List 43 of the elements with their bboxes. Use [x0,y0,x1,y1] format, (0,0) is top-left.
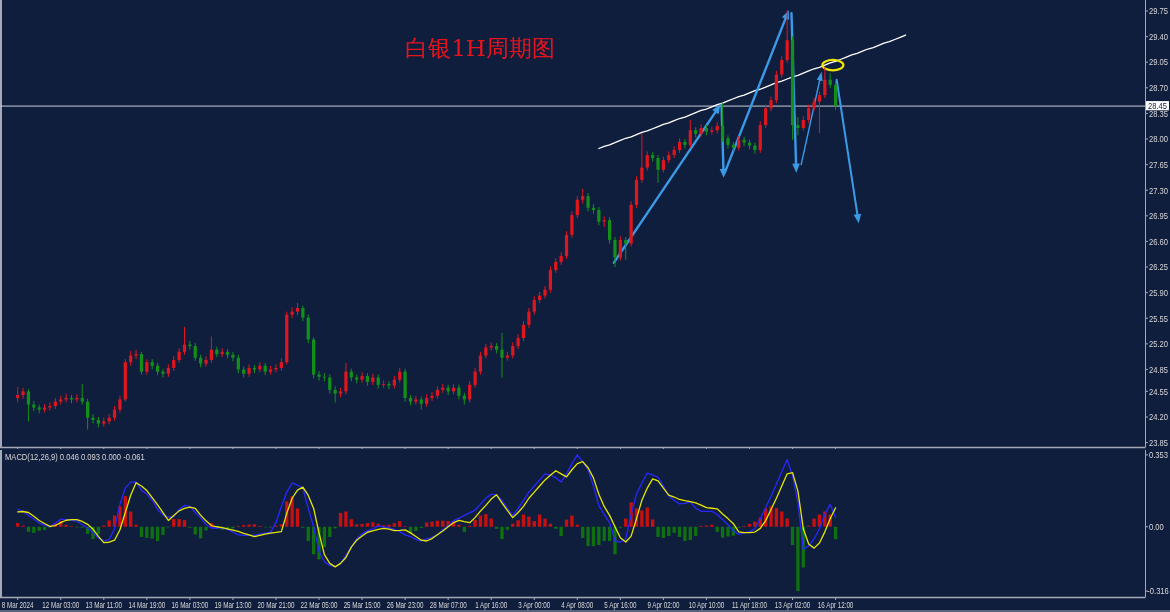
y-tick-label: 24.20 [1149,411,1169,423]
x-tick-label: 5 Apr 16:00 [604,599,637,611]
y-tick-label: 27.30 [1149,184,1169,196]
y-tick-label: 25.20 [1149,338,1169,350]
x-tick-label: 8 Mar 2024 [1,599,34,611]
y-tick-label: 28.70 [1149,82,1169,94]
y-tick-label: 23.85 [1149,437,1169,449]
y-tick-label: 24.55 [1149,385,1169,397]
x-tick-label: 12 Mar 03:00 [42,599,80,611]
y-tick-label: 26.60 [1149,235,1169,247]
x-tick-label: 11 Apr 18:00 [731,599,768,611]
y-tick-label: 24.85 [1149,363,1169,375]
y-tick-label: 29.40 [1149,31,1169,43]
x-tick-label: 14 Mar 19:00 [128,599,166,611]
x-tick-label: 13 Apr 02:00 [774,599,811,611]
y-tick-label: 25.90 [1149,287,1169,299]
x-tick-label: 22 Mar 05:00 [300,599,338,611]
x-tick-label: 16 Apr 12:00 [817,599,854,611]
x-tick-label: 19 Mar 13:00 [214,599,252,611]
y-tick-label: 27.65 [1149,159,1169,171]
y-tick-label: 25.55 [1149,312,1169,324]
ref-line-label: 28.45 [1148,100,1168,112]
x-tick-label: 16 Mar 03:00 [171,599,209,611]
x-tick-label: 3 Apr 00:00 [518,599,551,611]
x-tick-label: 20 Mar 21:00 [257,599,295,611]
y-tick-label: 26.95 [1149,210,1169,222]
chart-title: MACD(12,26,9) 0.046 0.093 0.000 -0.061 [5,451,145,463]
x-tick-label: 10 Apr 10:00 [688,599,725,611]
y-tick-label: 0.353 [1149,449,1169,461]
x-tick-label: 9 Apr 02:00 [647,599,680,611]
y-tick-label: -0.316 [1147,585,1169,597]
x-tick-label: 28 Mar 07:00 [429,599,468,611]
y-tick-label: 29.75 [1149,5,1169,17]
x-tick-label: 25 Mar 15:00 [343,599,381,611]
y-tick-label: 29.05 [1149,56,1169,68]
y-tick-label: 26.25 [1149,261,1169,273]
x-tick-label: 1 Apr 16:00 [475,599,508,611]
y-tick-label: 0.00 [1149,521,1164,533]
x-tick-label: 26 Mar 23:00 [386,599,424,611]
y-tick-label: 28.00 [1149,133,1169,145]
x-tick-label: 13 Mar 11:00 [85,599,123,611]
text: 白银1H周期图 [405,35,555,61]
x-tick-label: 4 Apr 08:00 [561,599,594,611]
